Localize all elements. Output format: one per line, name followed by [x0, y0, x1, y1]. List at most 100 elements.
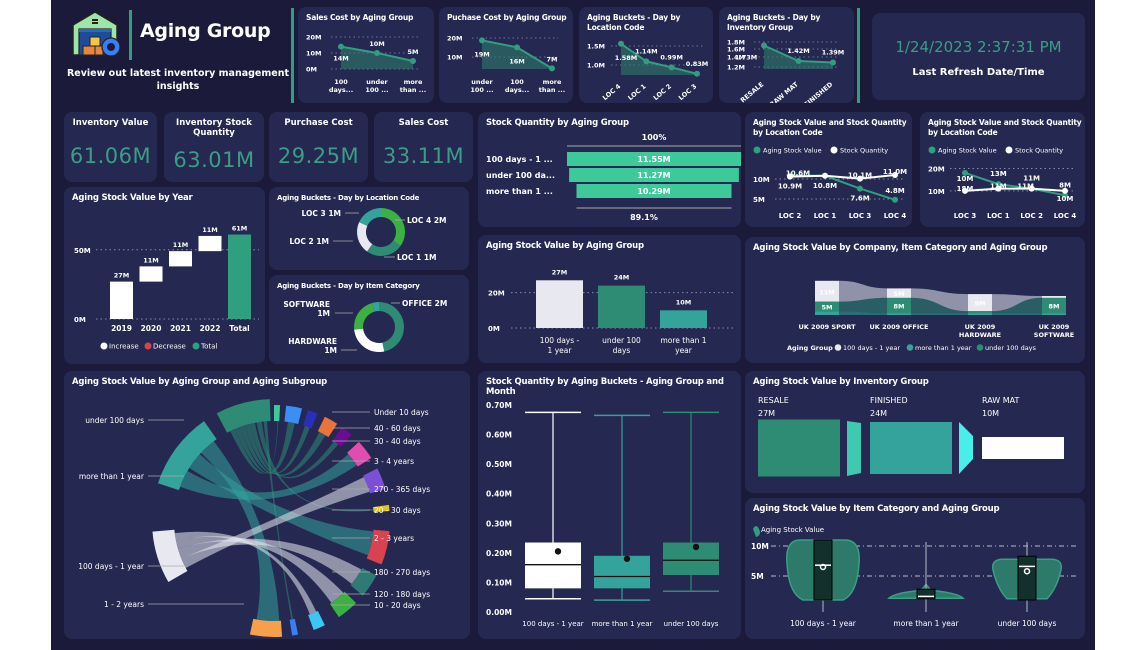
x-tick-label: LOC 1 — [814, 212, 837, 220]
donut-slice — [372, 302, 379, 312]
violin-chart: Aging Stock Value 10M 5M 100 days - 1 year m… — [751, 526, 1077, 628]
chord-card[interactable]: Aging Stock Value by Aging Group and Agi… — [64, 371, 470, 639]
buckets-location-card[interactable]: Aging Buckets - Day by Location Code 1.5… — [579, 7, 713, 103]
sales-cost-card[interactable]: Sales Cost by Aging Group 20M 10M 0M 14M 100… — [298, 7, 434, 103]
data-point — [830, 59, 836, 66]
bottom-percent: 89.1% — [630, 213, 658, 222]
chord-ribbon — [239, 425, 310, 475]
kpi-label: Inventory Value — [72, 118, 149, 128]
series-line — [789, 174, 896, 180]
y-tick-label: 0M — [488, 325, 500, 333]
data-point — [962, 187, 968, 194]
donut-category-card[interactable]: Aging Buckets - Day by Item Category OFF… — [269, 275, 469, 364]
value-label: 10M — [982, 409, 999, 418]
aging-group-bar-card[interactable]: Aging Stock Value by Aging Group 20M 0M 27… — [478, 235, 741, 363]
data-point — [374, 50, 380, 56]
violin-card[interactable]: Aging Stock Value by Item Category and A… — [745, 498, 1085, 639]
area — [764, 45, 833, 69]
data-point — [694, 70, 700, 77]
subgroup-arc — [289, 618, 299, 636]
x-tick-label: RAW MAT — [768, 80, 800, 103]
boxplot-card[interactable]: Stock Quantity by Aging Buckets - Aging … — [478, 371, 741, 639]
data-label: 5M — [408, 48, 419, 56]
loc-combo-card-2[interactable]: Aging Stock Value and Stock Quantity by … — [920, 112, 1085, 227]
data-label: 24M — [614, 274, 630, 282]
data-label: 13M — [990, 170, 1007, 178]
purchase-cost-card[interactable]: Puchase Cost by Aging Group 20M 10M 19M und… — [439, 7, 573, 103]
y-tick-label: 50M — [74, 247, 91, 255]
chord-chart: under 100 days more than 1 year 100 days -… — [78, 399, 430, 637]
legend-marker — [100, 342, 108, 350]
x-tick-label: 2020 — [141, 324, 162, 333]
x-tick-label: than ... — [539, 86, 565, 94]
donut-location-chart: LOC 4 2M LOC 1 1M LOC 2 1M LOC 3 1M — [289, 208, 447, 262]
chord-ribbon — [189, 454, 374, 556]
data-point — [549, 65, 555, 72]
legend-marker — [144, 342, 152, 350]
area — [482, 40, 552, 69]
x-tick-label: 100 ... — [365, 86, 388, 94]
bar — [536, 280, 583, 328]
bar — [598, 285, 645, 328]
loc-combo-card-1[interactable]: Aging Stock Value and Stock Quantity by … — [745, 112, 912, 227]
ribbon-card[interactable]: Aging Stock Value by Company, Item Categ… — [745, 237, 1085, 363]
data-label: 1.42M — [787, 47, 810, 55]
data-label: 9M — [975, 300, 986, 308]
category-label: RAW MAT — [982, 396, 1019, 405]
inventory-flow-chart: RESALE 27M FINISHED 24M RAW MAT 10M — [758, 396, 1064, 477]
x-tick-label: 100 days - 1 year — [790, 619, 857, 628]
subgroup-arc — [347, 441, 372, 467]
legend-marker — [1005, 146, 1013, 154]
data-label: 10.8M — [813, 182, 837, 190]
dashboard: Aging Group Review out latest inventory … — [51, 0, 1095, 650]
x-tick-label: under 100 — [602, 336, 641, 345]
y-tick-label: 0.40M — [486, 490, 512, 499]
legend-label: Aging Stock Value — [763, 147, 822, 155]
box — [525, 542, 581, 589]
kpi-inventory-stock-quantity[interactable]: Inventory Stock Quantity 63.01M — [164, 112, 264, 182]
value-label: 27M — [758, 409, 775, 418]
data-label: 11M — [202, 226, 218, 234]
x-tick-label: 100 days - — [540, 336, 580, 345]
donut-slice — [354, 302, 375, 330]
data-label: 27M — [114, 272, 130, 280]
total-bar — [228, 234, 251, 319]
kpi-label: Sales Cost — [398, 118, 449, 128]
stock-quantity-funnel-card[interactable]: Stock Quantity by Aging Group 100% 11.55M… — [478, 112, 741, 227]
y-tick-label: 10M — [928, 188, 945, 196]
subgroup-label: 20 - 30 days — [374, 506, 421, 515]
data-label: 0.99M — [660, 53, 683, 61]
x-tick-label: than ... — [400, 86, 426, 94]
buckets-inventory-card[interactable]: Aging Buckets - Day by Inventory Group 1… — [719, 7, 854, 103]
buckets-location-chart: 1.5M 1.0M 1.58M LOC 4 1.14M LOC 1 0.99M LOC 2 0.… — [587, 40, 708, 102]
page-subtitle: Review out latest inventory management i… — [66, 68, 290, 92]
category-label: UK 2009 — [1039, 323, 1070, 331]
y-tick-label: 0.00M — [486, 608, 512, 617]
value-label: 24M — [870, 409, 887, 418]
waterfall-card[interactable]: Aging Stock Value by Year 50M 0M 27M 2019 11… — [64, 187, 265, 364]
flow-connector — [847, 421, 861, 476]
kpi-purchase-cost[interactable]: Purchase Cost 29.25M — [269, 112, 368, 182]
data-label: 11.27M — [637, 171, 670, 180]
x-tick-label: 2022 — [200, 324, 221, 333]
card-title: Aging Stock Value and Stock Quantity by … — [753, 118, 907, 137]
divider-right — [857, 8, 860, 103]
increase-bar — [139, 266, 163, 282]
legend-marker — [753, 526, 760, 537]
kpi-sales-cost[interactable]: Sales Cost 33.11M — [374, 112, 473, 182]
data-label: 5M — [894, 290, 905, 298]
donut-location-card[interactable]: Aging Buckets - Day by Location Code LOC… — [269, 187, 469, 270]
inventory-flow-card[interactable]: Aging Stock Value by Inventory Group RES… — [745, 371, 1085, 493]
x-tick-label: FINISHED — [803, 80, 835, 103]
y-tick-label: 0.10M — [486, 578, 512, 587]
kpi-inventory-value[interactable]: Inventory Value 61.06M — [64, 112, 157, 182]
chord-ribbon — [230, 421, 279, 474]
data-label: 1.14M — [635, 47, 658, 55]
subgroup-arc — [350, 567, 377, 596]
x-tick-label: LOC 2 — [779, 212, 802, 220]
ribbon-flow — [992, 297, 1042, 314]
top-percent: 100% — [642, 133, 667, 142]
